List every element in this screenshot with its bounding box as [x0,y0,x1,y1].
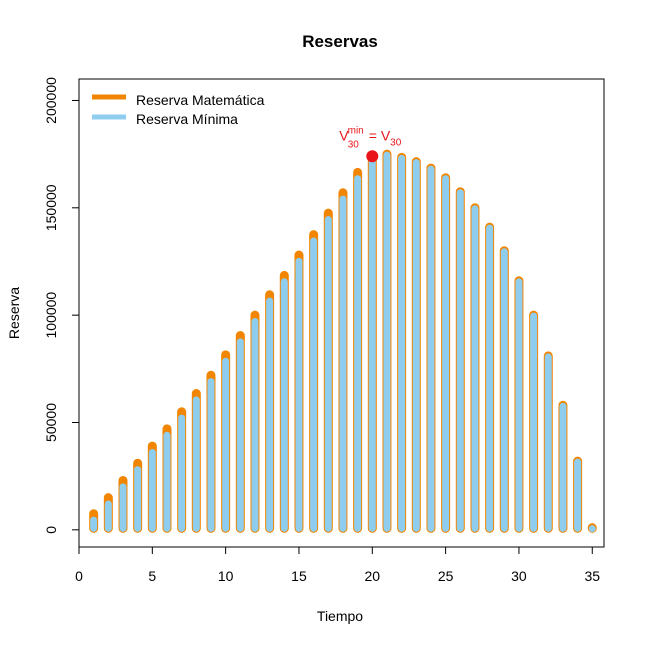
bar-reserva-minima [588,525,596,533]
bar-reserva-minima [456,189,464,532]
annotation-eq: = V [365,127,391,143]
annotation-sup: min [348,125,364,136]
bar-reserva-minima [251,318,259,532]
bar-reserva-minima [310,237,318,532]
bar-reserva-minima [119,483,127,532]
y-tick-label: 50000 [43,403,59,442]
bar-reserva-minima [134,466,142,532]
bar-reserva-minima [500,248,508,532]
bar-reserva-minima [266,297,274,532]
bar-reserva-minima [398,154,406,532]
bar-reserva-minima [339,195,347,532]
y-axis-label: Reserva [6,287,22,339]
x-tick-label: 15 [291,568,307,584]
bar-reserva-minima [148,448,156,532]
y-tick-label: 200000 [43,77,59,124]
bar-reserva-minima [236,338,244,532]
bar-reserva-minima [515,278,523,532]
x-tick-label: 5 [148,568,156,584]
y-tick-label: 0 [43,526,59,534]
x-tick-label: 20 [365,568,381,584]
bar-reserva-minima [368,153,376,532]
annotation-point [366,150,379,163]
bar-reserva-minima [530,312,538,532]
bar-reserva-minima [471,205,479,532]
bar-reserva-minima [222,357,230,532]
bar-reserva-minima [412,159,420,532]
bar-reserva-minima [90,516,98,532]
x-tick-label: 10 [218,568,234,584]
chart-title: Reservas [302,32,378,51]
bar-reserva-minima [486,224,494,532]
bar-reserva-minima [192,396,200,532]
legend: Reserva Matemática Reserva Mínima [92,92,265,127]
bar-reserva-minima [544,353,552,532]
bar-reserva-minima [207,378,215,532]
bar-reserva-minima [559,402,567,532]
bar-reserva-minima [280,278,288,532]
bar-reserva-minima [324,216,332,532]
annotation-sub-1: 30 [348,139,360,150]
x-axis: 0 5 10 15 20 25 30 35 [75,546,600,584]
bar-reserva-minima [442,175,450,532]
legend-label-reserva-matematica: Reserva Matemática [136,92,265,108]
bars [89,149,597,533]
bar-reserva-minima [295,257,303,532]
bar-reserva-minima [104,500,112,532]
bar-reserva-minima [354,175,362,532]
bar-reserva-minima [178,414,186,532]
bar-reserva-minima [574,458,582,532]
x-tick-label: 0 [75,568,83,584]
annotation-v1: V [339,127,349,143]
legend-label-reserva-minima: Reserva Mínima [136,111,238,127]
annotation-sub-2: 30 [390,137,402,148]
bar-reserva-minima [427,165,435,532]
x-tick-label: 25 [438,568,454,584]
y-tick-label: 150000 [43,184,59,231]
y-axis: 0 50000 100000 150000 200000 [43,77,80,534]
annotation: Vmin 30 = V30 [339,125,402,163]
y-tick-label: 100000 [43,292,59,339]
x-axis-label: Tiempo [317,608,363,624]
bar-reserva-minima [383,151,391,532]
x-tick-label: 30 [511,568,527,584]
annotation-label: Vmin 30 = V30 [339,125,401,150]
x-tick-label: 35 [584,568,600,584]
bar-reserva-minima [163,431,171,532]
